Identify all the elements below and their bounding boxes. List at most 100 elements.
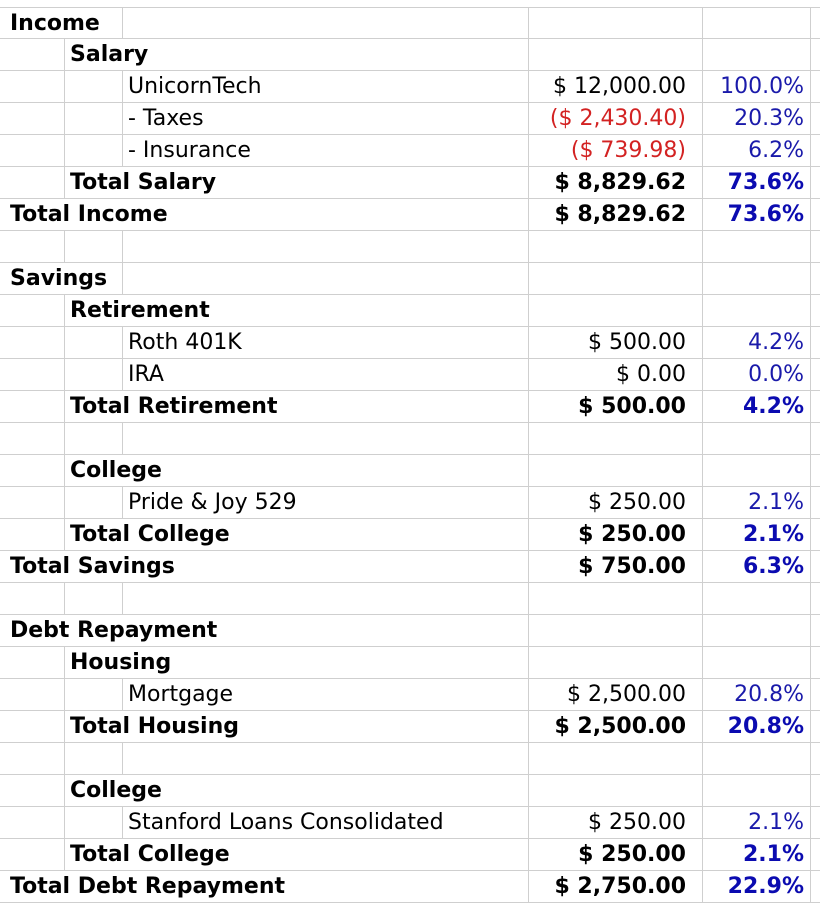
- grid-line: [810, 359, 811, 390]
- percent-cell: 6.2%: [748, 138, 804, 163]
- grid-line: [702, 647, 703, 678]
- grid-line: [810, 615, 811, 646]
- grid-line: [64, 807, 65, 838]
- grid-line: [122, 487, 123, 518]
- row-label: Total Savings: [10, 554, 175, 579]
- grid-line: [810, 711, 811, 742]
- grid-line: [702, 519, 703, 550]
- grid-line: [64, 839, 65, 870]
- grid-line: [702, 391, 703, 422]
- percent-cell: 20.8%: [734, 682, 804, 707]
- sheet-row: College: [0, 455, 820, 487]
- grid-line: [528, 519, 529, 550]
- grid-line: [810, 519, 811, 550]
- grid-line: [528, 359, 529, 390]
- grid-line: [122, 135, 123, 166]
- grid-line: [528, 423, 529, 454]
- grid-line: [64, 39, 65, 70]
- sheet-row: IRA $ 0.00 0.0%: [0, 359, 820, 391]
- percent-cell: 73.6%: [727, 170, 804, 195]
- grid-line: [528, 39, 529, 70]
- grid-line: [810, 391, 811, 422]
- grid-line: [528, 8, 529, 38]
- sheet-row: [0, 231, 820, 263]
- amount-cell: ($ 2,430.40): [549, 106, 686, 131]
- grid-line: [810, 775, 811, 806]
- amount-cell: $ 2,750.00: [554, 874, 686, 899]
- grid-line: [528, 839, 529, 870]
- grid-line: [810, 8, 811, 38]
- grid-line: [122, 679, 123, 710]
- percent-cell: 22.9%: [727, 874, 804, 899]
- grid-line: [702, 327, 703, 358]
- grid-line: [64, 231, 65, 262]
- grid-line: [64, 135, 65, 166]
- percent-cell: 4.2%: [748, 330, 804, 355]
- grid-line: [528, 551, 529, 582]
- amount-cell: $ 500.00: [588, 330, 686, 355]
- grid-line: [64, 743, 65, 774]
- grid-line: [810, 231, 811, 262]
- grid-line: [702, 103, 703, 134]
- amount-cell: $ 250.00: [578, 522, 686, 547]
- sheet-row: College: [0, 775, 820, 807]
- grid-line: [528, 391, 529, 422]
- percent-cell: 2.1%: [742, 842, 804, 867]
- amount-cell: $ 8,829.62: [554, 202, 686, 227]
- sheet-row: Income: [0, 7, 820, 39]
- grid-line: [528, 231, 529, 262]
- row-label: College: [70, 458, 162, 483]
- percent-cell: 2.1%: [748, 490, 804, 515]
- sheet-row: - Taxes ($ 2,430.40) 20.3%: [0, 103, 820, 135]
- grid-line: [810, 103, 811, 134]
- grid-line: [810, 583, 811, 614]
- grid-line: [810, 871, 811, 902]
- grid-line: [528, 455, 529, 486]
- grid-line: [64, 519, 65, 550]
- grid-line: [528, 167, 529, 198]
- grid-line: [122, 423, 123, 454]
- sheet-row: Total Retirement $ 500.00 4.2%: [0, 391, 820, 423]
- percent-cell: 2.1%: [748, 810, 804, 835]
- sheet-row: Total College $ 250.00 2.1%: [0, 519, 820, 551]
- row-label: - Insurance: [128, 138, 251, 163]
- grid-line: [702, 295, 703, 326]
- grid-line: [810, 455, 811, 486]
- grid-line: [810, 295, 811, 326]
- row-label: Roth 401K: [128, 330, 242, 355]
- grid-line: [702, 615, 703, 646]
- grid-line: [64, 327, 65, 358]
- grid-line: [702, 839, 703, 870]
- row-label: Housing: [70, 650, 172, 675]
- row-label: - Taxes: [128, 106, 204, 131]
- grid-line: [528, 583, 529, 614]
- grid-line: [810, 327, 811, 358]
- grid-line: [702, 487, 703, 518]
- grid-line: [810, 839, 811, 870]
- percent-cell: 2.1%: [742, 522, 804, 547]
- sheet-row: Savings: [0, 263, 820, 295]
- grid-line: [528, 199, 529, 230]
- row-label: Debt Repayment: [10, 618, 218, 643]
- grid-line: [702, 167, 703, 198]
- amount-cell: $ 500.00: [578, 394, 686, 419]
- grid-line: [702, 359, 703, 390]
- sheet-row: [0, 583, 820, 615]
- grid-line: [702, 743, 703, 774]
- grid-line: [702, 231, 703, 262]
- grid-line: [528, 871, 529, 902]
- grid-line: [702, 679, 703, 710]
- row-label: Savings: [10, 266, 108, 291]
- grid-line: [122, 71, 123, 102]
- row-label: Total College: [70, 842, 230, 867]
- grid-line: [122, 743, 123, 774]
- percent-cell: 6.3%: [742, 554, 804, 579]
- sheet-row: UnicornTech $ 12,000.00 100.0%: [0, 71, 820, 103]
- sheet-row: [0, 743, 820, 775]
- grid-line: [528, 263, 529, 294]
- percent-cell: 0.0%: [748, 362, 804, 387]
- grid-line: [702, 775, 703, 806]
- grid-line: [528, 775, 529, 806]
- row-label: Total Salary: [70, 170, 217, 195]
- grid-line: [702, 8, 703, 38]
